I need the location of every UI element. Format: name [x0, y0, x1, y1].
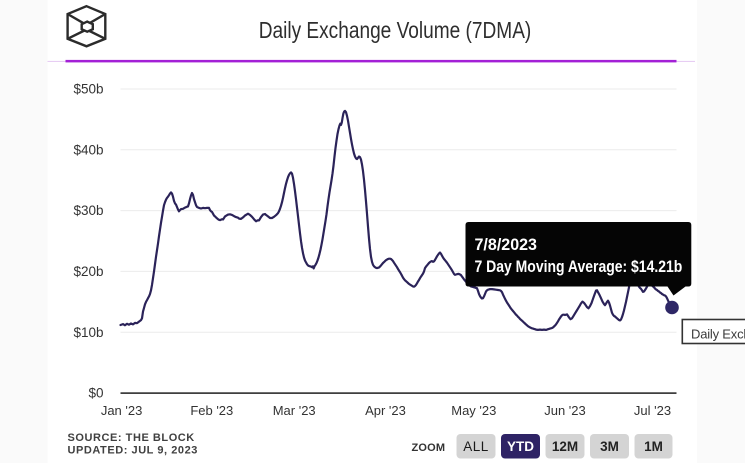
svg-text:Daily Exchange Volume (7DMA): Daily Exchange Volume (7DMA) [259, 17, 532, 43]
svg-text:1M: 1M [644, 439, 663, 454]
svg-text:3M: 3M [600, 439, 619, 454]
svg-text:ZOOM: ZOOM [412, 442, 446, 454]
svg-text:7 Day Moving Average: $14.21b: 7 Day Moving Average: $14.21b [475, 257, 683, 276]
svg-text:May '23: May '23 [451, 403, 496, 418]
svg-text:YTD: YTD [507, 439, 534, 454]
svg-text:Daily Exchange Vol: Daily Exchange Vol [691, 327, 745, 342]
svg-text:Mar '23: Mar '23 [273, 403, 316, 418]
svg-text:ALL: ALL [463, 439, 489, 454]
svg-text:$20b: $20b [73, 264, 103, 279]
svg-text:$50b: $50b [73, 82, 103, 97]
svg-text:12M: 12M [552, 439, 578, 454]
svg-text:Feb '23: Feb '23 [190, 403, 233, 418]
svg-text:UPDATED: JUL 9, 2023: UPDATED: JUL 9, 2023 [68, 445, 198, 457]
svg-text:Apr '23: Apr '23 [365, 403, 406, 418]
svg-text:Jun '23: Jun '23 [544, 403, 586, 418]
svg-text:$30b: $30b [73, 203, 103, 218]
svg-text:$10b: $10b [73, 325, 103, 340]
svg-text:Jan '23: Jan '23 [101, 403, 143, 418]
svg-text:7/8/2023: 7/8/2023 [475, 235, 538, 254]
svg-text:$0: $0 [88, 386, 103, 401]
svg-text:$40b: $40b [73, 142, 103, 157]
svg-text:Jul '23: Jul '23 [634, 403, 671, 418]
svg-text:SOURCE: THE BLOCK: SOURCE: THE BLOCK [68, 432, 195, 444]
